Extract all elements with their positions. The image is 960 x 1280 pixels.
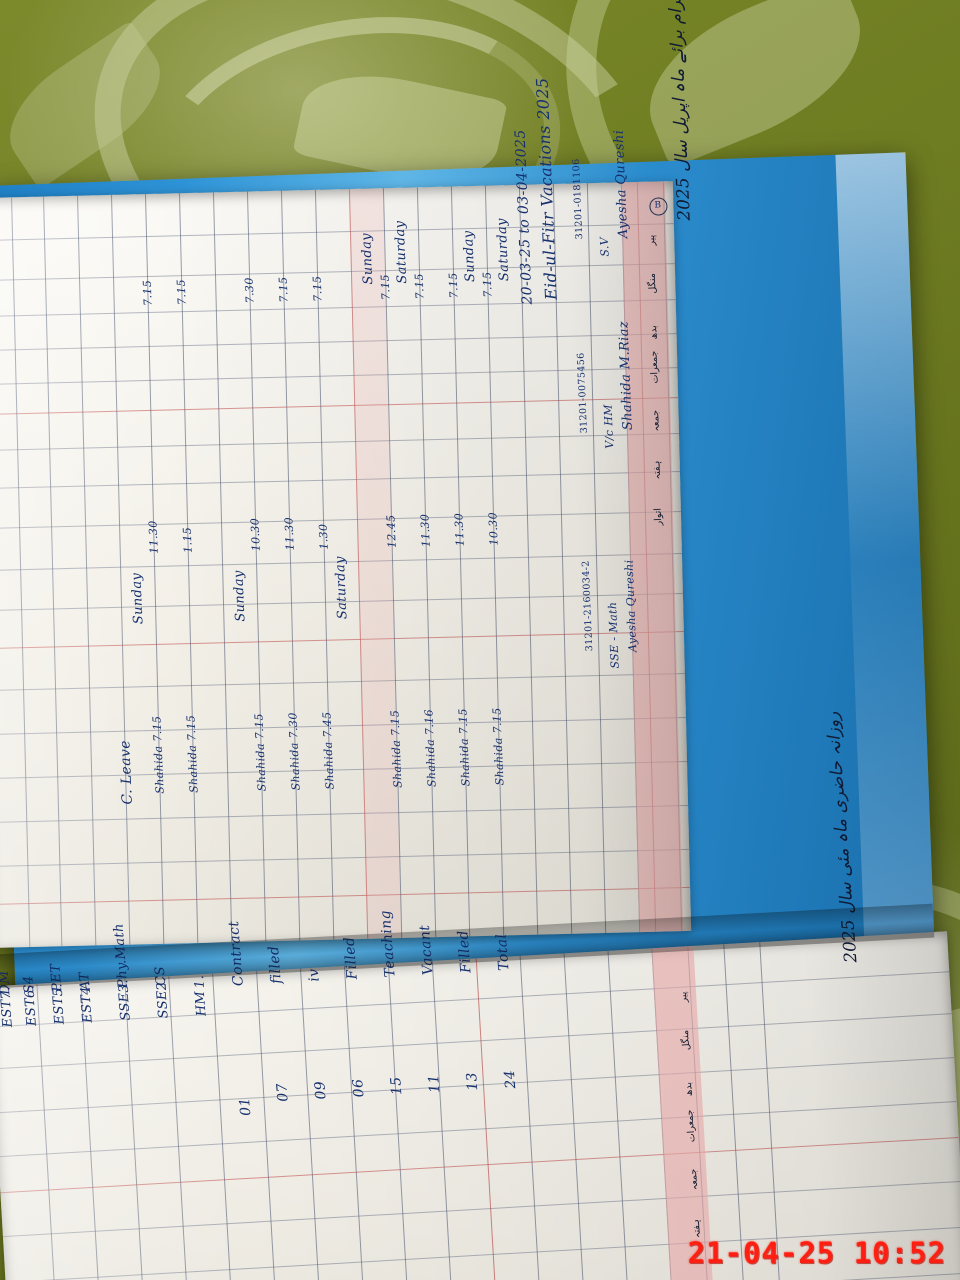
fabric-leaf xyxy=(0,20,181,190)
urdu-day: منگل xyxy=(646,272,659,294)
summary-value: 09 xyxy=(312,1080,330,1101)
summary-value: 06 xyxy=(350,1078,368,1098)
attendance-in: 7.15 xyxy=(276,276,291,303)
attendance-in: 7.15 xyxy=(412,272,427,300)
attendance-in: 7.15 xyxy=(480,271,495,298)
staff-designation: V/c HM xyxy=(601,403,617,449)
urdu-day: جمعرات xyxy=(684,1109,698,1143)
summary-value: 24 xyxy=(501,1069,520,1090)
day-label: Saturday xyxy=(332,555,351,620)
attendance-in: 7.15 xyxy=(174,278,189,306)
summary-value: 11 xyxy=(426,1073,444,1094)
summary-value: 07 xyxy=(274,1082,292,1103)
header-highlight xyxy=(348,188,402,939)
leave-note: C. Leave xyxy=(117,739,136,805)
staff-name: Ayesha Qureshi xyxy=(611,129,632,239)
attendance-out: 1.30 xyxy=(316,523,331,550)
attendance-in: 7.30 xyxy=(242,277,257,304)
urdu-day: بدھ xyxy=(682,1081,695,1097)
urdu-day: بدھ xyxy=(648,325,660,340)
urdu-day: ہفتہ xyxy=(651,460,664,480)
register-left-page: روزانہ حاضری اساتذہ کرام برائے ماہ اپریل… xyxy=(0,0,695,949)
attendance-in: 7.15 xyxy=(310,275,325,302)
staff-designation: S.V xyxy=(597,236,612,257)
attendance-in: 7.15 xyxy=(378,273,393,301)
day-label: Sunday xyxy=(231,569,249,622)
urdu-day: جمعرات xyxy=(648,350,661,384)
day-label: Sunday xyxy=(359,232,377,285)
summary-value: 15 xyxy=(388,1075,406,1096)
camera-timestamp: 21-04-25 10:52 xyxy=(687,1236,946,1270)
urdu-day: جمعہ xyxy=(650,409,662,432)
attendance-out: 11.30 xyxy=(418,513,433,548)
urdu-day: پیر xyxy=(677,991,690,1003)
day-label: Sunday xyxy=(461,230,479,283)
attendance-out: 11.30 xyxy=(452,512,467,547)
attendance-in: 7.15 xyxy=(140,279,155,307)
attendance-in: 7.15 xyxy=(446,272,461,299)
right-page-ruling xyxy=(0,931,960,1280)
attendance-out: 1.15 xyxy=(180,526,195,554)
urdu-day: منگل xyxy=(679,1029,693,1051)
day-label: Saturday xyxy=(392,220,411,284)
day-column-highlight xyxy=(620,181,684,933)
urdu-day: جمعہ xyxy=(687,1168,701,1191)
attendance-out: 11.30 xyxy=(282,516,297,551)
summary-value: 01 xyxy=(237,1096,255,1117)
attendance-out: 10.30 xyxy=(486,511,501,546)
post-name: HM xyxy=(192,990,210,1017)
day-label: Sunday xyxy=(129,572,147,625)
register-right-page: روزانہ حاضری ماہ مئی سال 2025 Total 24 F… xyxy=(0,711,960,1280)
urdu-day: اتوار xyxy=(652,507,665,526)
attendance-out: 12.45 xyxy=(384,514,399,549)
attendance-out: 11.30 xyxy=(146,520,161,555)
staff-designation: SSE - Math xyxy=(605,601,622,669)
urdu-day: پیر xyxy=(645,234,658,246)
summary-value: 13 xyxy=(463,1071,482,1092)
page-mark-label: B xyxy=(654,200,662,211)
day-label: Saturday xyxy=(494,217,513,282)
attendance-out: 10.30 xyxy=(248,517,263,552)
